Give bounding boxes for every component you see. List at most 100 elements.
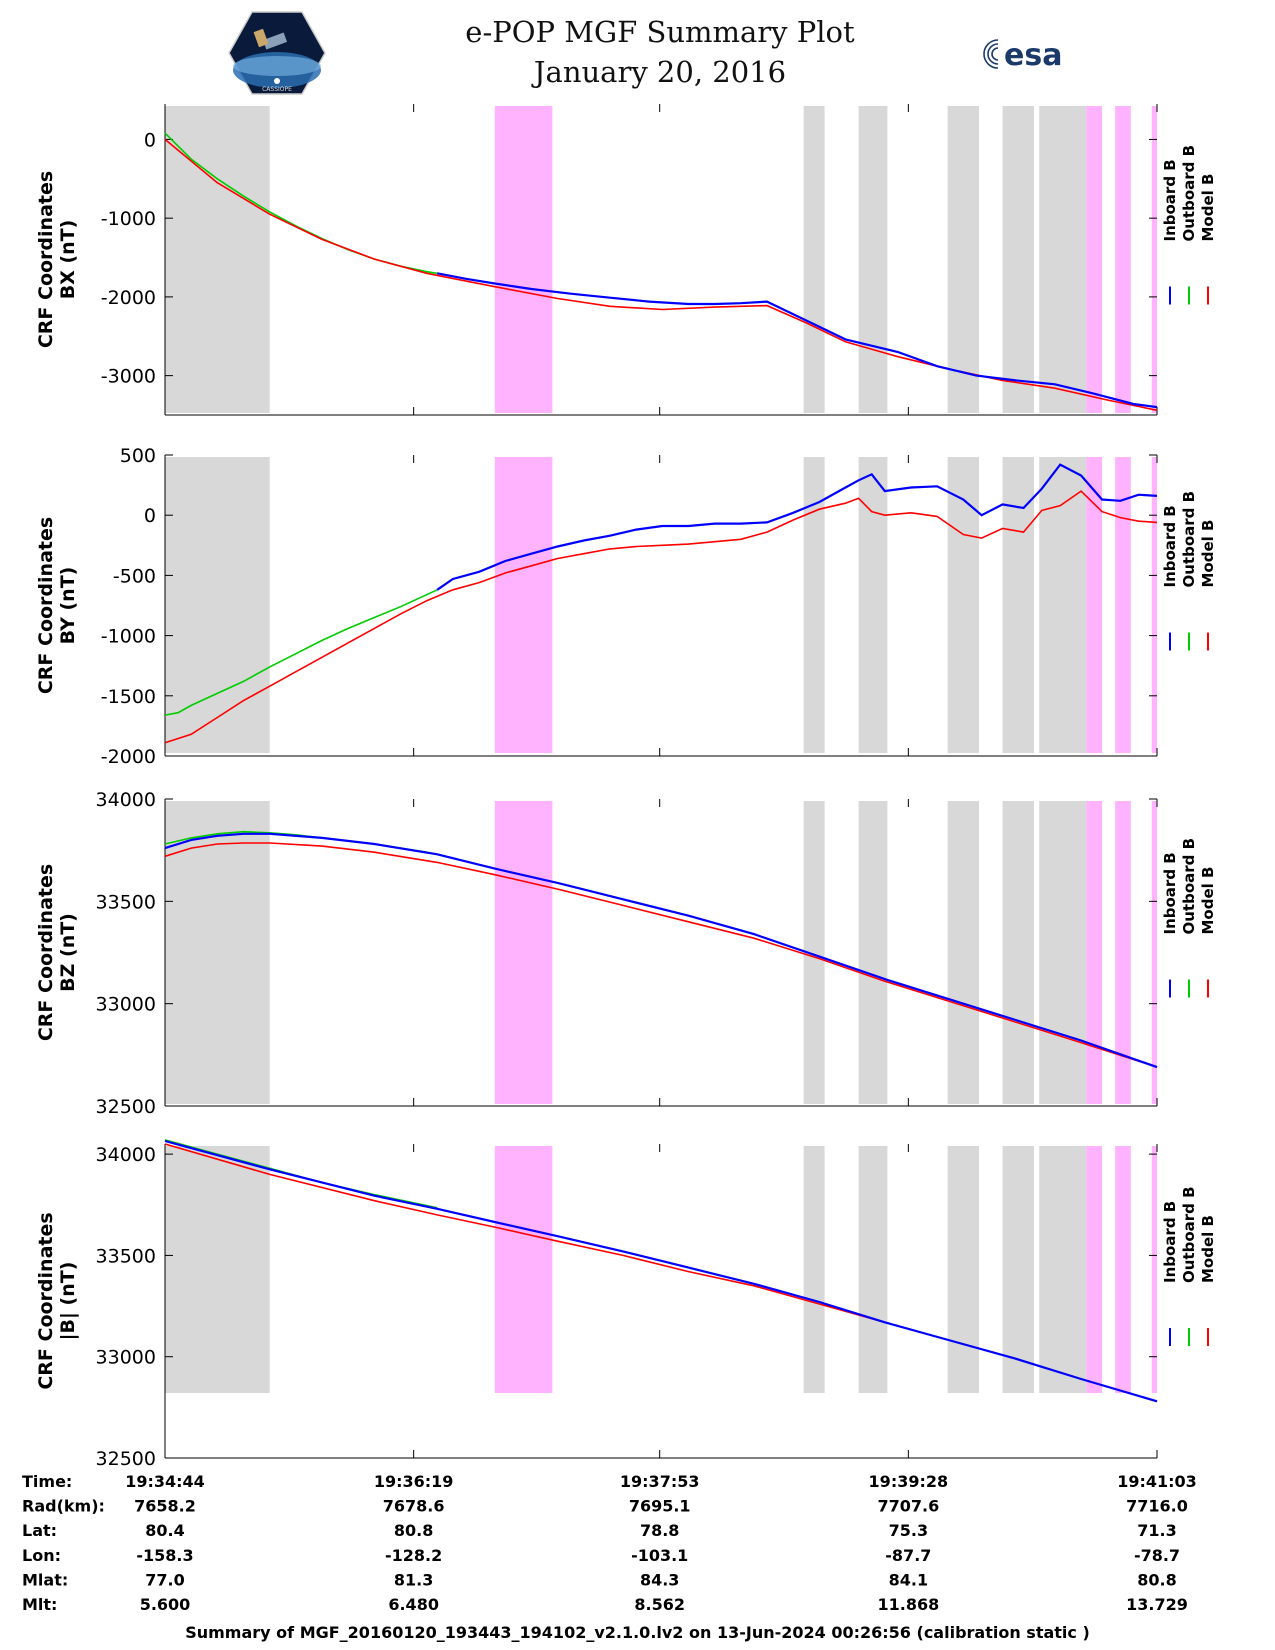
table-cell: 7707.6 (877, 1497, 939, 1516)
legend-label: Outboard B (1180, 491, 1198, 588)
row-label: Lat: (22, 1521, 57, 1540)
shaded-interval-gray (803, 106, 825, 413)
series-inboard-b (164, 1139, 1158, 1403)
legend-label: Inboard B (1161, 1201, 1179, 1283)
y-axis-label: CRF Coordinates|B| (nT) (35, 1212, 79, 1389)
y-tick-label: -3000 (101, 366, 156, 388)
y-axis-label-line: CRF Coordinates (35, 1212, 57, 1389)
shaded-interval-magenta (1151, 106, 1157, 413)
shaded-interval-magenta (494, 106, 553, 413)
legend-label: Outboard B (1180, 1186, 1198, 1283)
table-cell: 71.3 (1137, 1521, 1176, 1540)
legend-label: Outboard B (1180, 838, 1198, 935)
table-cell: 11.868 (877, 1595, 939, 1614)
y-axis-label-line: CRF Coordinates (35, 864, 57, 1041)
legend-label: Model B (1199, 520, 1217, 588)
y-axis-label-line: BZ (nT) (57, 913, 79, 992)
table-cell: 84.3 (640, 1570, 679, 1589)
table-cell: -78.7 (1134, 1546, 1180, 1565)
cassiope-logo: CASSIOPE (228, 11, 326, 95)
shaded-interval-magenta (494, 1146, 553, 1393)
shaded-interval-magenta (1151, 1146, 1157, 1393)
shaded-interval-gray (947, 1146, 980, 1393)
row-label: Mlt: (22, 1595, 57, 1614)
table-cell: 13.729 (1126, 1595, 1188, 1614)
y-axis-label: CRF CoordinatesBZ (nT) (35, 864, 79, 1041)
table-cell: 81.3 (394, 1570, 433, 1589)
shaded-interval-magenta (1115, 801, 1131, 1104)
shaded-interval-magenta (1086, 457, 1103, 753)
plot-title: e-POP MGF Summary Plot (465, 15, 855, 49)
shaded-interval-magenta (1115, 1146, 1131, 1393)
y-axis-label-line: CRF Coordinates (35, 517, 57, 694)
orbit-info-table: Time: Rad(km): Lat: Lon: Mlat: Mlt: 19:34:44 76… (22, 1472, 1197, 1614)
table-cell: 6.480 (388, 1595, 439, 1614)
legend-label: Inboard B (1161, 505, 1179, 587)
table-cell: 19:37:53 (620, 1472, 700, 1491)
table-cell: 19:36:19 (374, 1472, 454, 1491)
legend-label: Model B (1199, 1215, 1217, 1283)
y-tick-label: 32500 (96, 1448, 156, 1470)
table-cell: 77.0 (145, 1570, 184, 1589)
shaded-interval-gray (1039, 106, 1087, 413)
table-cell: 80.8 (1137, 1570, 1176, 1589)
table-cell: -103.1 (631, 1546, 688, 1565)
shaded-interval-gray (858, 457, 888, 753)
row-label: Time: (22, 1472, 72, 1491)
row-label: Lon: (22, 1546, 61, 1565)
y-tick-label: 33500 (96, 1245, 156, 1267)
series-inboard-b (436, 463, 1158, 591)
y-axis-label-line: CRF Coordinates (35, 171, 57, 348)
shaded-interval-gray (858, 1146, 888, 1393)
summary-footer: Summary of MGF_20160120_193443_194102_v2… (185, 1623, 1090, 1642)
series-inboard-b (164, 832, 1158, 1069)
panel-2: 500 0 -500 -1000 -1500 -2000 CRF CoordinatesBY… (35, 445, 1217, 768)
shaded-interval-gray (165, 1146, 270, 1393)
shaded-interval-gray (165, 457, 270, 753)
table-cell: 8.562 (634, 1595, 685, 1614)
y-axis-label-line: BX (nT) (57, 220, 79, 300)
y-tick-label: 34000 (96, 789, 156, 811)
y-tick-label: -1000 (101, 208, 156, 230)
y-tick-label: 32500 (96, 1096, 156, 1118)
y-tick-label: -1500 (101, 686, 156, 708)
table-cell: 7695.1 (629, 1497, 691, 1516)
table-cell: 80.4 (145, 1521, 184, 1540)
legend-label: Inboard B (1161, 159, 1179, 241)
shaded-interval-gray (803, 457, 825, 753)
series-model-b (164, 490, 1158, 744)
row-label: Mlat: (22, 1570, 68, 1589)
shaded-interval-gray (1039, 457, 1087, 753)
esa-logo-text: esa (1004, 38, 1062, 73)
shaded-interval-gray (165, 801, 270, 1104)
panel-4: 34000 33500 33000 32500 CRF Coordinates|B| (… (35, 1139, 1217, 1470)
table-cell: 84.1 (889, 1570, 928, 1589)
shaded-interval-gray (858, 106, 888, 413)
shaded-interval-gray (1039, 801, 1087, 1104)
shaded-interval-magenta (1086, 1146, 1103, 1393)
panel-1: 0 -1000 -2000 -3000 CRF CoordinatesBX (nT) In… (35, 104, 1217, 416)
y-axis-label-line: BY (nT) (57, 567, 79, 645)
table-cell: 19:34:44 (125, 1472, 205, 1491)
shaded-interval-gray (1002, 106, 1034, 413)
table-cell: 78.8 (640, 1521, 679, 1540)
shaded-interval-gray (165, 106, 270, 413)
shaded-interval-gray (947, 801, 980, 1104)
y-tick-label: 33000 (96, 1347, 156, 1369)
table-cell: 19:41:03 (1117, 1472, 1197, 1491)
series-model-b (164, 842, 1158, 1068)
shaded-interval-magenta (1115, 106, 1131, 413)
y-tick-label: 33000 (96, 994, 156, 1016)
shaded-interval-gray (803, 801, 825, 1104)
esa-logo: esa (983, 38, 1062, 73)
y-tick-label: 0 (144, 505, 156, 527)
table-cell: 7716.0 (1126, 1497, 1188, 1516)
y-tick-label: 34000 (96, 1144, 156, 1166)
table-cell: -87.7 (885, 1546, 931, 1565)
table-cell: -128.2 (385, 1546, 442, 1565)
shaded-interval-gray (947, 106, 980, 413)
shaded-interval-gray (1002, 1146, 1034, 1393)
y-tick-label: -500 (113, 565, 156, 587)
shaded-interval-magenta (1115, 457, 1131, 753)
shaded-interval-magenta (1086, 106, 1103, 413)
